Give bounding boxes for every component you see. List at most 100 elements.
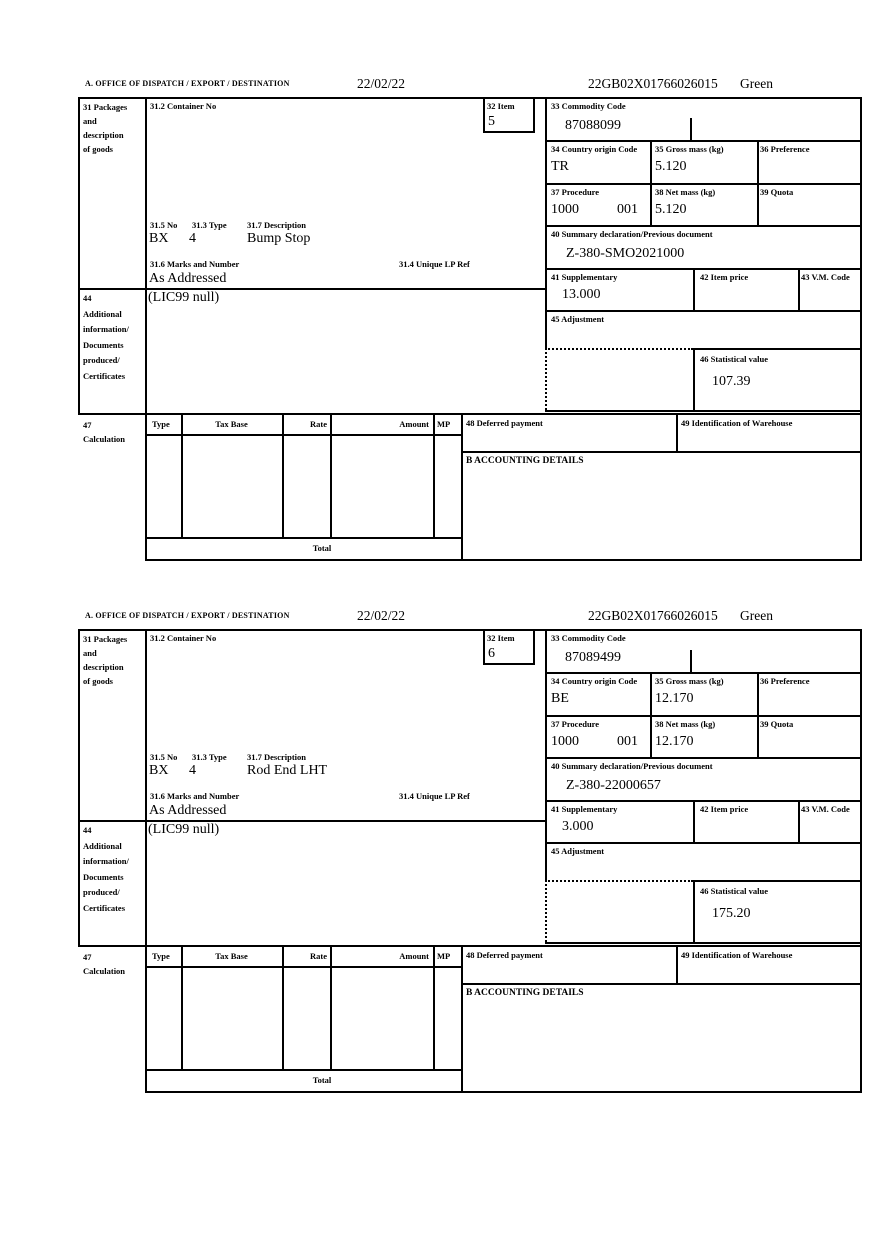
- package-no-value: BX: [149, 231, 169, 246]
- country-origin-value: BE: [551, 691, 569, 706]
- box31-3-type-label: 31.3 Type: [192, 752, 227, 762]
- box31-2-container-no-label: 31.2 Container No: [150, 101, 217, 111]
- box31-4-unique-lp-ref-label: 31.4 Unique LP Ref: [399, 259, 470, 269]
- routing-status: Green: [740, 76, 773, 91]
- border-line: [757, 140, 759, 225]
- calc-col-type-label: Type: [152, 951, 170, 961]
- border-line: [545, 629, 547, 882]
- box32-item-label: 32 Item: [487, 101, 515, 111]
- office-of-dispatch-label: A. OFFICE OF DISPATCH / EXPORT / DESTINA…: [85, 611, 290, 620]
- border-line: [693, 268, 695, 310]
- statistical-value: 175.20: [712, 906, 751, 921]
- border-line: [545, 183, 862, 185]
- box49-warehouse-id-label: 49 Identification of Warehouse: [681, 950, 793, 960]
- goods-description-value: Rod End LHT: [247, 763, 328, 778]
- box31-6-marks-label: 31.6 Marks and Number: [150, 259, 240, 269]
- gross-mass-value: 12.170: [655, 691, 694, 706]
- border-line: [282, 415, 284, 537]
- border-line: [545, 800, 862, 802]
- box40-previous-document-label: 40 Summary declaration/Previous document: [551, 229, 713, 239]
- border-line: [181, 947, 183, 1069]
- box42-item-price-label: 42 Item price: [700, 804, 749, 814]
- calc-col-amount-label: Amount: [399, 951, 429, 961]
- box35-gross-mass-label: 35 Gross mass (kg): [655, 144, 724, 154]
- calc-col-mp-label: MP: [437, 419, 451, 429]
- border-line: [693, 348, 695, 410]
- border-line: [483, 131, 535, 133]
- box47-calculation-label: 47 Calculation: [83, 420, 126, 444]
- border-line: [78, 97, 80, 415]
- border-line: [330, 415, 332, 537]
- declaration-date: 22/02/22: [357, 608, 406, 623]
- dotted-border-line: [545, 880, 693, 882]
- box40-previous-document-label: 40 Summary declaration/Previous document: [551, 761, 713, 771]
- border-line: [78, 413, 862, 415]
- border-line: [545, 97, 547, 350]
- procedure-value: 1000: [551, 202, 579, 217]
- border-line: [676, 415, 678, 453]
- border-line: [483, 629, 485, 665]
- border-line: [330, 947, 332, 1069]
- procedure-additional-value: 001: [617, 734, 638, 749]
- box35-gross-mass-label: 35 Gross mass (kg): [655, 676, 724, 686]
- supplementary-value: 13.000: [562, 287, 601, 302]
- box48-deferred-payment-label: 48 Deferred payment: [466, 418, 543, 428]
- box37-procedure-label: 37 Procedure: [551, 187, 600, 197]
- commodity-code-subdivision-line: [690, 118, 692, 140]
- border-line: [545, 757, 862, 759]
- border-line: [545, 672, 862, 674]
- calc-col-mp-label: MP: [437, 951, 451, 961]
- commodity-code-value: 87088099: [565, 118, 621, 133]
- supplementary-value: 3.000: [562, 819, 594, 834]
- box44-additional-info-label: 44 Additional information/ Documents pro…: [83, 825, 129, 913]
- border-line: [483, 663, 535, 665]
- border-line: [78, 629, 80, 947]
- box31-7-description-label: 31.7 Description: [247, 752, 307, 762]
- dotted-border-line: [545, 348, 693, 350]
- border-line: [545, 842, 862, 844]
- box33-commodity-code-label: 33 Commodity Code: [551, 101, 626, 111]
- procedure-value: 1000: [551, 734, 579, 749]
- declaration-reference: 22GB02X01766026015: [588, 76, 718, 91]
- box46-statistical-value-label: 46 Statistical value: [700, 886, 768, 896]
- net-mass-value: 12.170: [655, 734, 694, 749]
- border-line: [461, 947, 463, 1093]
- box39-quota-label: 39 Quota: [760, 187, 794, 197]
- box36-preference-label: 36 Preference: [760, 676, 810, 686]
- box31-3-type-label: 31.3 Type: [192, 220, 227, 230]
- box49-warehouse-id-label: 49 Identification of Warehouse: [681, 418, 793, 428]
- goods-description-value: Bump Stop: [247, 231, 311, 246]
- box33-commodity-code-label: 33 Commodity Code: [551, 633, 626, 643]
- border-line: [545, 310, 862, 312]
- border-line: [693, 880, 862, 882]
- declaration-item-section-2: A. OFFICE OF DISPATCH / EXPORT / DESTINA…: [0, 607, 882, 1097]
- office-of-dispatch-label: A. OFFICE OF DISPATCH / EXPORT / DESTINA…: [85, 79, 290, 88]
- border-line: [798, 268, 800, 310]
- border-line: [693, 800, 695, 842]
- border-line: [78, 629, 862, 631]
- border-line: [860, 97, 862, 561]
- border-line: [145, 537, 463, 539]
- marks-and-number-value: As Addressed: [149, 271, 227, 286]
- declaration-date: 22/02/22: [357, 76, 406, 91]
- border-line: [533, 97, 535, 133]
- border-line: [545, 942, 862, 944]
- box47-calculation-label: 47 Calculation: [83, 952, 126, 976]
- accounting-details-label: B ACCOUNTING DETAILS: [466, 988, 584, 998]
- calc-total-label: Total: [312, 1075, 332, 1085]
- border-line: [693, 880, 695, 942]
- border-line: [433, 947, 435, 1069]
- box45-adjustment-label: 45 Adjustment: [551, 314, 605, 324]
- box31-5-no-label: 31.5 No: [150, 752, 178, 762]
- box31-2-container-no-label: 31.2 Container No: [150, 633, 217, 643]
- box44-additional-info-label: 44 Additional information/ Documents pro…: [83, 293, 129, 381]
- net-mass-value: 5.120: [655, 202, 687, 217]
- calc-col-type-label: Type: [152, 419, 170, 429]
- additional-information-value: (LIC99 null): [148, 290, 220, 305]
- box31-packages-label: 31 Packages and description of goods: [83, 634, 128, 686]
- border-line: [145, 97, 147, 561]
- additional-information-value: (LIC99 null): [148, 822, 220, 837]
- border-line: [461, 983, 862, 985]
- gross-mass-value: 5.120: [655, 159, 687, 174]
